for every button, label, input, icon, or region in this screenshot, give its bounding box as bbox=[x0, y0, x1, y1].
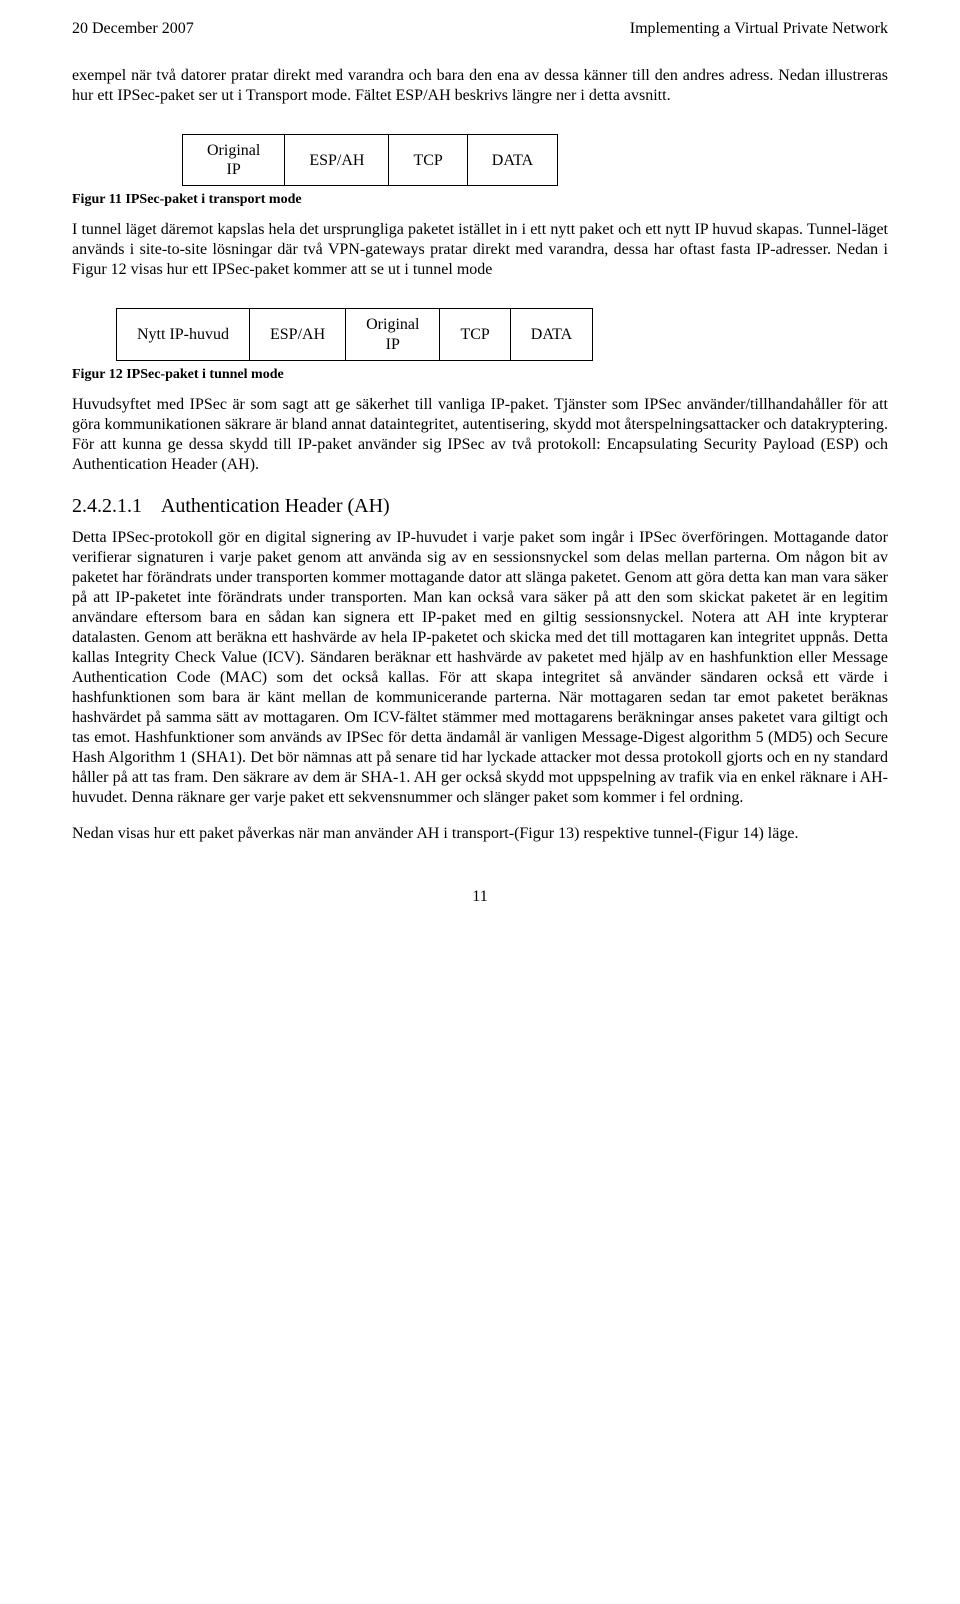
fig12-cell-nytt-ip: Nytt IP-huvud bbox=[117, 309, 250, 360]
page-header: 20 December 2007 Implementing a Virtual … bbox=[72, 20, 888, 38]
fig11-cell-1a: Original bbox=[207, 142, 260, 159]
paragraph-4: Detta IPSec-protokoll gör en digital sig… bbox=[72, 528, 888, 808]
paragraph-2: I tunnel läget däremot kapslas hela det … bbox=[72, 220, 888, 280]
fig11-cell-tcp: TCP bbox=[389, 135, 467, 186]
header-title: Implementing a Virtual Private Network bbox=[630, 20, 888, 38]
fig12-cell-tcp: TCP bbox=[440, 309, 510, 360]
paragraph-5: Nedan visas hur ett paket påverkas när m… bbox=[72, 824, 888, 844]
figure-12-caption: Figur 12 IPSec-paket i tunnel mode bbox=[72, 367, 888, 383]
page-number: 11 bbox=[72, 888, 888, 906]
fig11-cell-data: DATA bbox=[467, 135, 557, 186]
header-date: 20 December 2007 bbox=[72, 20, 194, 38]
fig12-cell-original-ip: Original IP bbox=[346, 309, 440, 360]
page: 20 December 2007 Implementing a Virtual … bbox=[0, 0, 960, 946]
figure-12-table: Nytt IP-huvud ESP/AH Original IP TCP DAT… bbox=[116, 308, 593, 360]
fig12-cell-3a: Original bbox=[366, 316, 419, 333]
fig11-cell-original-ip: Original IP bbox=[183, 135, 285, 186]
fig11-cell-1b: IP bbox=[227, 161, 241, 178]
paragraph-1: exempel när två datorer pratar direkt me… bbox=[72, 66, 888, 106]
figure-11-table: Original IP ESP/AH TCP DATA bbox=[182, 134, 558, 186]
figure-11-caption: Figur 11 IPSec-paket i transport mode bbox=[72, 192, 888, 208]
fig11-cell-espah: ESP/AH bbox=[285, 135, 389, 186]
paragraph-3: Huvudsyftet med IPSec är som sagt att ge… bbox=[72, 395, 888, 475]
fig12-cell-data: DATA bbox=[510, 309, 592, 360]
section-heading: 2.4.2.1.1 Authentication Header (AH) bbox=[72, 495, 888, 518]
fig12-cell-3b: IP bbox=[386, 336, 400, 353]
fig12-cell-espah: ESP/AH bbox=[250, 309, 346, 360]
section-number: 2.4.2.1.1 bbox=[72, 495, 142, 517]
section-title: Authentication Header (AH) bbox=[161, 495, 390, 517]
